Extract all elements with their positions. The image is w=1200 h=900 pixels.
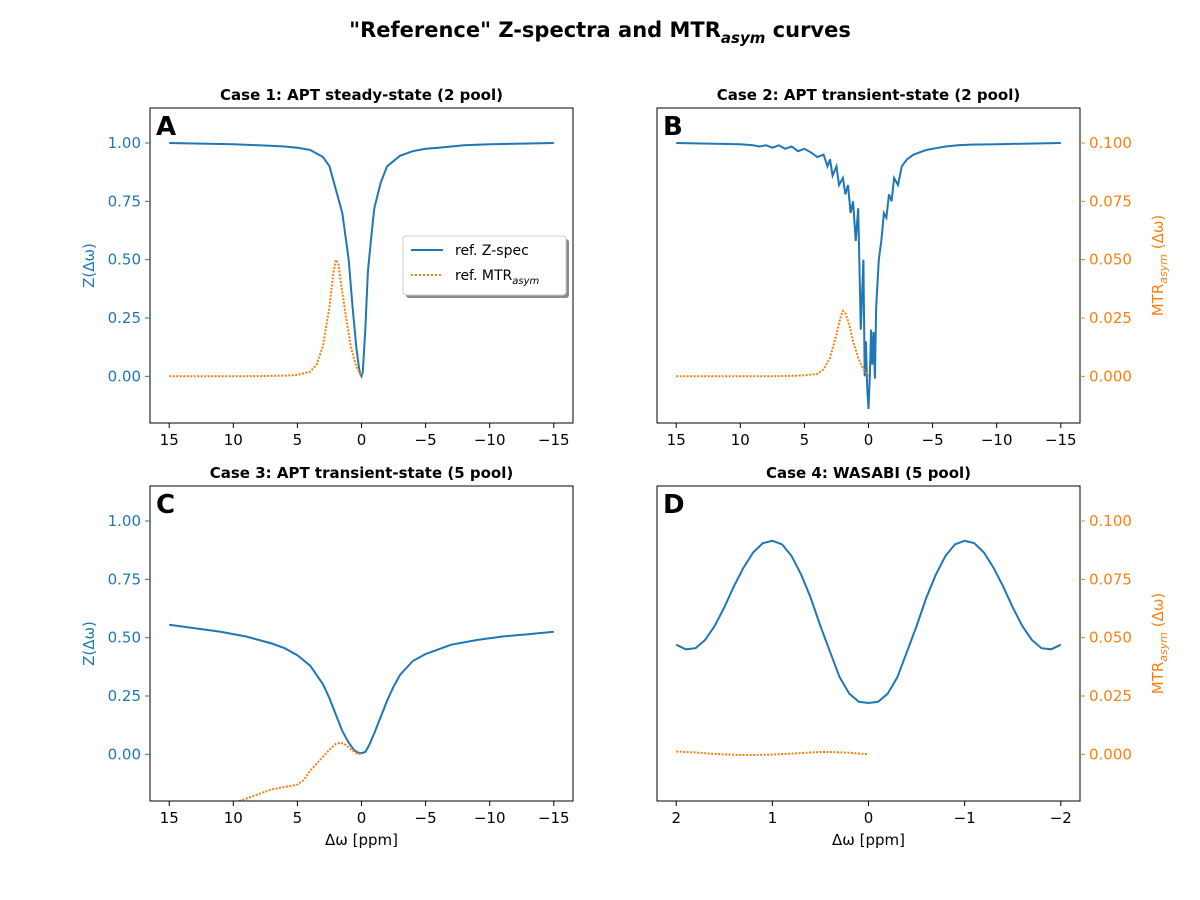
panel-c-letter: C: [156, 490, 175, 520]
panel-a-x-tick-label: 10: [224, 431, 243, 449]
panel-b-right-y-tick-label: 0.075: [1089, 192, 1132, 210]
figure-title-suffix: curves: [765, 18, 851, 42]
panel-a-y-tick-label: 1.00: [108, 134, 141, 152]
panel-b-x-tick-label: −15: [1045, 431, 1077, 449]
panel-b-x-tick-label: −5: [922, 431, 944, 449]
panel-d-right-y-label: MTRasym (Δω): [1149, 593, 1170, 695]
legend: ref. Z-spec ref. MTRasym: [402, 235, 569, 298]
panel-b-mtr-asym-line: [676, 309, 870, 378]
panel-c-x-tick-label: 5: [293, 809, 303, 827]
panel-b-right-y-tick-label: 0.050: [1089, 251, 1132, 269]
panel-c-mtr-asym-line: [236, 741, 362, 801]
panel-d-x-label: Δω [ppm]: [832, 831, 905, 849]
panel-a-title: Case 1: APT steady-state (2 pool): [220, 86, 503, 104]
panel-d-title: Case 4: WASABI (5 pool): [766, 464, 971, 482]
panel-a-x-tick-label: −5: [415, 431, 437, 449]
panel-d: Case 4: WASABI (5 pool) D 2 1 0 −1 −2 0.000 0.02…: [656, 464, 1170, 849]
panel-a: Case 1: APT steady-state (2 pool) A 15 10 5 0…: [80, 86, 574, 449]
panel-a-x-tick-label: −10: [474, 431, 506, 449]
panel-b: Case 2: APT transient-state (2 pool) B 15 1…: [656, 86, 1170, 449]
panel-a-zspec-line: [169, 142, 554, 379]
panel-b-right-y-tick-label: 0.025: [1089, 309, 1132, 327]
panel-d-x-tick-label: 2: [671, 809, 681, 827]
panel-b-x-tick-label: 5: [800, 431, 810, 449]
panel-b-title: Case 2: APT transient-state (2 pool): [717, 86, 1021, 104]
panel-c-y-tick-label: 0.50: [108, 629, 141, 647]
panel-d-x-tick-label: −1: [954, 809, 976, 827]
panel-b-right-y-tick-label: 0.100: [1089, 134, 1132, 152]
panel-d-x-tick-label: 0: [864, 809, 874, 827]
panel-d-letter: D: [663, 490, 685, 520]
panel-c-y-tick-label: 1.00: [108, 512, 141, 530]
panel-d-mtr-asym-line: [676, 750, 869, 756]
panel-c-y-tick-label: 0.00: [108, 745, 141, 763]
panel-d-right-y-tick-label: 0.000: [1089, 745, 1132, 763]
panel-c-y-tick-label: 0.75: [108, 570, 141, 588]
panel-b-x-tick-label: −10: [981, 431, 1013, 449]
panel-d-right-y-tick-label: 0.050: [1089, 629, 1132, 647]
panel-b-right-y-label: MTRasym (Δω): [1149, 215, 1170, 317]
panel-b-x-tick-label: 0: [864, 431, 874, 449]
panel-a-y-tick-label: 0.25: [108, 309, 141, 327]
figure-title-sub: asym: [721, 29, 765, 47]
panel-c-y-tick-label: 0.25: [108, 687, 141, 705]
panel-b-letter: B: [663, 112, 683, 142]
panel-a-letter: A: [156, 112, 176, 142]
panel-d-x-tick-label: 1: [768, 809, 778, 827]
panel-a-mtr-asym-line: [169, 256, 363, 378]
panel-b-zspec-line: [676, 142, 1061, 410]
panel-a-y-label: Z(Δω): [80, 243, 98, 288]
panel-c-x-tick-label: 0: [357, 809, 367, 827]
panel-a-y-tick-label: 0.75: [108, 192, 141, 210]
panel-c-title: Case 3: APT transient-state (5 pool): [210, 464, 514, 482]
panel-d-right-y-tick-label: 0.100: [1089, 512, 1132, 530]
panel-a-x-tick-label: −15: [538, 431, 570, 449]
figure-title-prefix: "Reference" Z-spectra and MTR: [349, 18, 721, 42]
panel-c-y-label: Z(Δω): [80, 621, 98, 666]
panel-a-x-tick-label: 5: [293, 431, 303, 449]
panel-c-x-label: Δω [ppm]: [325, 831, 398, 849]
panel-b-x-tick-label: 10: [731, 431, 750, 449]
panel-d-right-y-tick-label: 0.025: [1089, 687, 1132, 705]
panel-a-y-tick-label: 0.50: [108, 251, 141, 269]
panel-c-x-tick-label: −15: [538, 809, 570, 827]
panel-a-y-tick-label: 0.00: [108, 367, 141, 385]
legend-box: [402, 235, 567, 296]
panel-a-x-tick-label: 15: [160, 431, 179, 449]
panel-c-x-tick-label: 10: [224, 809, 243, 827]
panel-b-x-tick-label: 15: [667, 431, 686, 449]
figure-title: "Reference" Z-spectra and MTRasym curves: [349, 18, 851, 47]
panel-c-x-tick-label: −10: [474, 809, 506, 827]
panel-d-zspec-line: [675, 539, 1062, 705]
panel-d-right-y-tick-label: 0.075: [1089, 570, 1132, 588]
legend-zspec-label: ref. Z-spec: [455, 243, 529, 259]
panel-c: Case 3: APT transient-state (5 pool) C 15 1…: [80, 464, 574, 849]
panel-d-x-tick-label: −2: [1050, 809, 1072, 827]
panel-b-right-y-tick-label: 0.000: [1089, 367, 1132, 385]
panel-c-zspec-line: [169, 623, 554, 755]
legend-mtr-label-sub: asym: [512, 276, 539, 287]
panel-a-x-tick-label: 0: [357, 431, 367, 449]
panel-c-x-tick-label: −5: [415, 809, 437, 827]
legend-mtr-label-prefix: ref. MTR: [455, 268, 513, 284]
legend-mtr-label: ref. MTRasym: [455, 268, 539, 287]
panel-c-x-tick-label: 15: [160, 809, 179, 827]
